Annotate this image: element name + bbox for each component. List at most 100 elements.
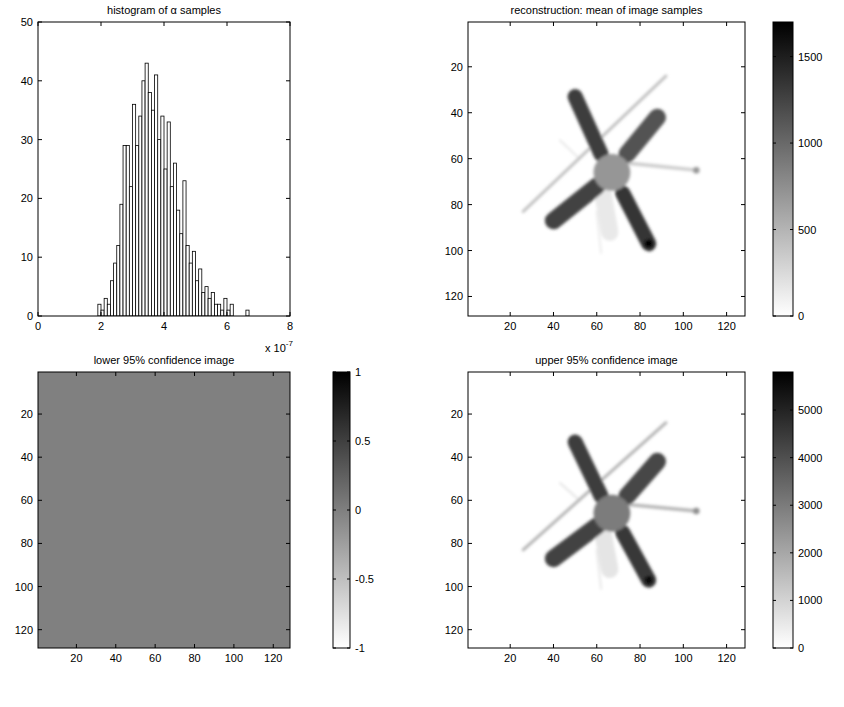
colorbar-tick — [773, 229, 776, 230]
y-tick-right — [741, 66, 745, 67]
image-stroke — [594, 495, 631, 532]
colorbar-tick — [773, 505, 776, 506]
x-tick-label: 40 — [547, 652, 559, 664]
panel: 0246801020304050histogram of α samplesx … — [21, 4, 294, 354]
image-stroke — [575, 97, 601, 154]
colorbar-tick — [333, 510, 336, 511]
hist-bar — [224, 298, 227, 316]
y-tick-right — [741, 112, 745, 113]
hist-bar — [177, 210, 180, 316]
y-tick-right — [286, 586, 290, 587]
panel: 2040608010012020406080100120reconstructi… — [445, 4, 823, 332]
bars — [98, 63, 249, 316]
colorbar-tick — [773, 56, 776, 57]
colorbar — [773, 22, 793, 316]
y-tick — [38, 586, 42, 587]
y-tick-right — [741, 250, 745, 251]
x-tick — [101, 312, 102, 316]
hist-bar — [142, 81, 145, 316]
x-tick-label: 100 — [674, 320, 692, 332]
x-tick-label: 40 — [547, 320, 559, 332]
panel: 2040608010012020406080100120lower 95% co… — [15, 354, 374, 664]
colorbar-tick — [347, 372, 350, 373]
y-tick-right — [741, 500, 745, 501]
x-tick-label: 100 — [674, 652, 692, 664]
hist-bar — [129, 187, 132, 316]
y-tick-label: 120 — [445, 624, 463, 636]
plot-bg — [38, 22, 290, 316]
hist-bar — [205, 287, 208, 316]
y-tick-label: 50 — [21, 16, 33, 28]
y-tick-right — [286, 414, 290, 415]
y-tick-right — [286, 457, 290, 458]
hist-bar — [170, 187, 173, 316]
hist-bar — [151, 110, 154, 316]
x-tick-label: 0 — [35, 320, 41, 332]
image-stroke — [560, 483, 579, 500]
colorbar-tick — [790, 552, 793, 553]
hist-bar — [126, 145, 129, 316]
x-tick-label: 60 — [149, 652, 161, 664]
colorbar-tick — [773, 552, 776, 553]
x-tick-top — [726, 372, 727, 376]
x-tick — [683, 312, 684, 316]
image-background — [468, 372, 745, 648]
x-tick-top — [155, 372, 156, 376]
y-tick-right — [286, 198, 290, 199]
image-stroke — [693, 167, 700, 173]
image-stroke — [627, 461, 657, 496]
image-background — [38, 372, 290, 648]
x-tick-label: 8 — [287, 320, 293, 332]
x-tick-top — [640, 22, 641, 26]
colorbar-tick — [790, 56, 793, 57]
y-tick-label: 100 — [445, 245, 463, 257]
colorbar-tick — [790, 143, 793, 144]
y-tick — [38, 629, 42, 630]
colorbar-tick — [347, 510, 350, 511]
x-tick-top — [227, 22, 228, 26]
axes-frame — [38, 372, 290, 648]
colorbar-tick-label: 3000 — [798, 499, 822, 511]
hist-bar — [227, 310, 230, 316]
hist-bar — [218, 304, 221, 316]
axes-frame — [38, 22, 290, 316]
colorbar-tick — [347, 648, 350, 649]
colorbar-tick — [773, 410, 776, 411]
image-shapes — [523, 423, 696, 589]
hist-bar — [155, 75, 158, 316]
colorbar-tick — [790, 457, 793, 458]
y-tick-right — [286, 543, 290, 544]
y-tick-label: 30 — [21, 134, 33, 146]
hist-bar — [145, 63, 148, 316]
y-tick — [468, 500, 472, 501]
image-stroke — [553, 186, 596, 220]
x-tick-label: 60 — [591, 652, 603, 664]
panel: 2040608010012020406080100120upper 95% co… — [445, 354, 823, 664]
multiplier-power: -7 — [286, 339, 294, 348]
hist-bar — [123, 145, 126, 316]
hist-bar — [148, 93, 151, 316]
x-tick — [640, 644, 641, 648]
y-tick-label: 120 — [445, 290, 463, 302]
colorbar-tick — [773, 457, 776, 458]
x-tick-label: 120 — [717, 652, 735, 664]
y-tick-label: 40 — [451, 107, 463, 119]
colorbar-tick — [773, 648, 776, 649]
image-stroke — [629, 505, 696, 511]
y-tick-right — [741, 629, 745, 630]
panel-title: lower 95% confidence image — [94, 354, 235, 366]
hist-bar — [158, 140, 161, 316]
y-tick-label: 40 — [451, 451, 463, 463]
hist-bar — [230, 304, 233, 316]
y-tick-label: 20 — [451, 61, 463, 73]
hist-bar — [107, 304, 110, 316]
hist-bar — [110, 281, 113, 316]
image-stroke — [627, 117, 657, 154]
y-tick — [38, 80, 42, 81]
x-tick-label: 120 — [264, 652, 282, 664]
image-stroke — [594, 154, 631, 191]
image-stroke — [597, 550, 601, 589]
y-tick-label: 20 — [21, 192, 33, 204]
x-tick — [553, 644, 554, 648]
x-tick — [596, 644, 597, 648]
